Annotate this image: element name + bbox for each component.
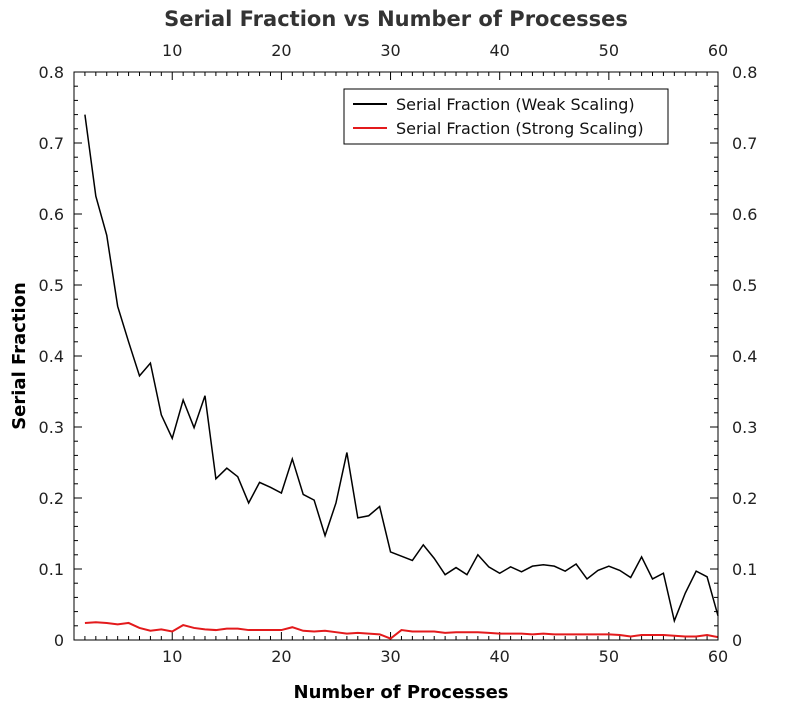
y-tick-label: 0.1: [39, 560, 64, 579]
y-tick-label: 0.3: [39, 418, 64, 437]
chart-title: Serial Fraction vs Number of Processes: [164, 7, 628, 31]
y-axis-label: Serial Fraction: [9, 282, 30, 430]
y-tick-label-right: 0.8: [732, 63, 757, 82]
series-line-weak-scaling: [84, 114, 719, 624]
y-tick-label: 0.8: [39, 63, 64, 82]
x-tick-label-top: 30: [380, 41, 400, 60]
x-tick-label-top: 60: [708, 41, 728, 60]
y-tick-label-right: 0: [732, 631, 742, 650]
y-tick-label-right: 0.1: [732, 560, 757, 579]
x-tick-label: 30: [380, 647, 400, 666]
y-tick-label-right: 0.5: [732, 276, 757, 295]
series-layer: [84, 114, 719, 640]
y-tick-label: 0.4: [39, 347, 64, 366]
x-tick-label: 50: [599, 647, 619, 666]
x-tick-label: 10: [162, 647, 182, 666]
legend-label-strong: Serial Fraction (Strong Scaling): [396, 119, 644, 138]
legend-box: [343, 88, 669, 145]
x-tick-label-top: 50: [599, 41, 619, 60]
y-tick-label: 0.7: [39, 134, 64, 153]
y-tick-label-right: 0.7: [732, 134, 757, 153]
series-line-strong-scaling: [84, 621, 719, 640]
y-tick-label-right: 0.4: [732, 347, 757, 366]
x-tick-label: 40: [490, 647, 510, 666]
x-axis-label: Number of Processes: [294, 682, 509, 703]
y-tick-label: 0.2: [39, 489, 64, 508]
x-tick-label: 60: [708, 647, 728, 666]
plot-frame: [73, 71, 719, 641]
legend: Serial Fraction (Weak Scaling) Serial Fr…: [343, 88, 669, 145]
y-tick-label-right: 0.6: [732, 205, 757, 224]
y-tick-label-right: 0.2: [732, 489, 757, 508]
x-tick-label-top: 10: [162, 41, 182, 60]
legend-label-weak: Serial Fraction (Weak Scaling): [396, 95, 635, 114]
y-tick-label: 0.5: [39, 276, 64, 295]
y-tick-label: 0.6: [39, 205, 64, 224]
x-tick-label-top: 40: [490, 41, 510, 60]
x-tick-label-top: 20: [271, 41, 291, 60]
y-tick-label: 0: [54, 631, 64, 650]
y-tick-label-right: 0.3: [732, 418, 757, 437]
x-tick-label: 20: [271, 647, 291, 666]
